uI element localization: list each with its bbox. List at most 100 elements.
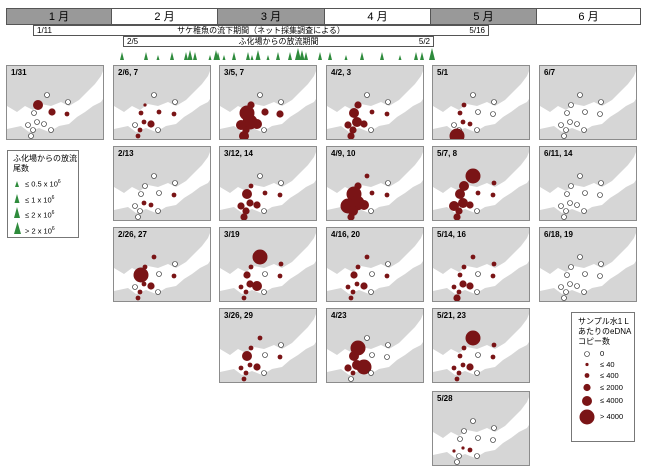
edna-sample-dot <box>456 370 462 376</box>
release-triangle <box>380 52 384 60</box>
land-shape <box>540 66 636 112</box>
edna-sample-dot <box>344 121 352 129</box>
edna-sample-dot <box>253 201 261 209</box>
edna-sample-dot <box>276 110 284 118</box>
edna-sample-dot <box>148 202 154 208</box>
edna-sample-dot <box>563 208 569 214</box>
edna-sample-dot <box>568 102 574 108</box>
land-shape <box>433 309 529 355</box>
edna-sample-dot <box>156 271 162 277</box>
land-shape <box>7 66 103 112</box>
map-panel: 3/19 <box>219 227 317 302</box>
edna-sample-dot <box>574 202 580 208</box>
edna-sample-dot <box>132 284 138 290</box>
release-triangle <box>266 55 270 60</box>
edna-sample-dot <box>568 183 574 189</box>
month-cell: 2 月 <box>111 8 218 25</box>
edna-sample-dot <box>257 335 263 341</box>
edna-sample-dot <box>453 213 461 220</box>
edna-sample-dot <box>345 284 351 290</box>
edna-sample-dot <box>30 127 36 133</box>
edna-sample-dot <box>598 180 604 186</box>
edna-sample-dot <box>582 109 588 115</box>
edna-sample-dot <box>385 261 391 267</box>
edna-sample-dot <box>577 92 583 98</box>
land-shape <box>540 147 636 193</box>
edna-sample-dot <box>368 127 374 133</box>
release-triangle <box>288 52 292 60</box>
panel-date-label: 4/16, 20 <box>331 230 360 239</box>
edna-sample-dot <box>475 352 481 358</box>
land-shape <box>327 66 423 112</box>
edna-legend-title-2: あたりのeDNA <box>578 327 632 336</box>
land-shape <box>220 342 316 382</box>
release-triangle <box>232 52 236 60</box>
edna-sample-dot <box>48 127 54 133</box>
land-shape <box>220 180 316 220</box>
edna-sample-dot <box>172 261 178 267</box>
bay-map <box>327 66 423 139</box>
map-panel: 6/7 <box>539 65 637 140</box>
month-cell: 1 月 <box>6 8 112 25</box>
edna-legend-dot <box>582 396 592 406</box>
edna-sample-dot <box>133 267 149 283</box>
month-label: 4 月 <box>367 11 388 23</box>
land-shape <box>114 99 210 139</box>
panel-date-label: 3/19 <box>224 230 240 239</box>
edna-sample-dot <box>25 122 31 128</box>
panel-date-label: 4/9, 10 <box>331 149 356 158</box>
land-shape <box>495 321 509 331</box>
panel-date-label: 3/26, 29 <box>224 311 253 320</box>
edna-sample-dot <box>364 335 370 341</box>
edna-sample-dot <box>385 180 391 186</box>
edna-sample-dot <box>567 200 573 206</box>
land-shape <box>389 240 403 250</box>
edna-sample-dot <box>137 127 143 133</box>
map-panel: 4/9, 10 <box>326 146 424 221</box>
edna-sample-dot <box>574 121 580 127</box>
bay-map <box>220 147 316 220</box>
edna-sample-dot <box>155 127 161 133</box>
edna-sample-dot <box>349 126 357 134</box>
panel-date-label: 6/11, 14 <box>544 149 573 158</box>
edna-sample-dot <box>237 202 245 210</box>
edna-sample-dot <box>65 99 71 105</box>
edna-legend-label: 0 <box>600 349 605 358</box>
release-legend-title: ふ化場からの放流 <box>13 154 77 163</box>
panel-date-label: 3/12, 14 <box>224 149 253 158</box>
land-shape <box>540 99 636 139</box>
edna-sample-dot <box>147 120 155 128</box>
edna-sample-dot <box>142 264 148 270</box>
edna-sample-dot <box>564 110 570 116</box>
land-shape <box>327 99 423 139</box>
edna-sample-dot <box>355 264 361 270</box>
map-panel: 6/11, 14 <box>539 146 637 221</box>
edna-legend-label: ≤ 4000 <box>600 396 623 405</box>
edna-sample-dot <box>156 109 162 115</box>
edna-sample-dot <box>449 128 465 139</box>
edna-sample-dot <box>475 271 481 277</box>
edna-sample-dot <box>248 345 254 351</box>
release-triangle <box>295 48 301 60</box>
release-triangle <box>344 55 348 60</box>
edna-sample-dot <box>467 447 473 453</box>
land-shape <box>176 240 190 250</box>
edna-sample-dot <box>248 183 254 189</box>
edna-sample-dot <box>582 190 588 196</box>
net-period-title: サケ稚魚の流下期間（ネット採集調査による） <box>177 26 345 35</box>
land-shape <box>433 261 529 301</box>
edna-sample-dot <box>461 428 467 434</box>
release-triangle <box>144 52 148 60</box>
month-cell: 6 月 <box>536 8 641 25</box>
edna-sample-dot <box>261 289 267 295</box>
land-shape <box>327 228 423 274</box>
release-legend-exp: 6 <box>51 225 55 232</box>
land-shape <box>602 78 616 88</box>
land-shape <box>282 78 296 88</box>
map-panel: 2/6, 7 <box>113 65 211 140</box>
edna-sample-dot <box>238 284 244 290</box>
edna-legend-dot <box>584 373 590 378</box>
panel-date-label: 5/21, 23 <box>437 311 466 320</box>
edna-sample-dot <box>491 425 497 431</box>
release-triangle <box>187 50 193 60</box>
